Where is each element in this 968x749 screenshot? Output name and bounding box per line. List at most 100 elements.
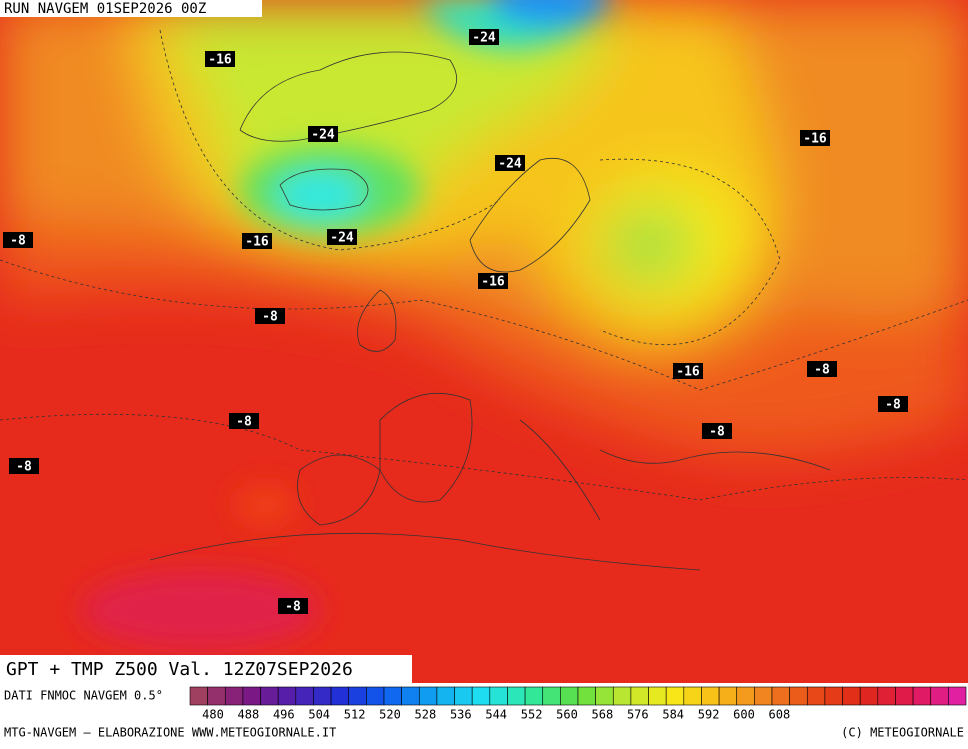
colorbar-tick-label: 600 [733, 708, 755, 722]
colorbar-cell [718, 686, 738, 706]
colorbar-tick-label: 560 [556, 708, 578, 722]
colorbar-cell [648, 686, 667, 706]
colorbar-cell [295, 686, 314, 706]
colorbar-tick-label: 544 [485, 708, 507, 722]
contour-label-box [278, 598, 308, 614]
contour-label-box [469, 29, 499, 45]
contour-label: -16 [803, 132, 827, 147]
colorbar-cell [665, 686, 685, 706]
contour-label-box [495, 155, 525, 171]
colorbar-tick-label: 528 [415, 708, 437, 722]
colorbar-cell [436, 686, 455, 706]
contour-label: -8 [814, 363, 830, 378]
colorbar-cell [507, 686, 526, 706]
colorbar-cell [630, 686, 649, 706]
contour-label: -8 [285, 600, 301, 615]
source-label: DATI FNMOC NAVGEM 0.5° [4, 689, 163, 703]
contour-label: -24 [330, 231, 354, 246]
colorbar-tick-label: 512 [344, 708, 366, 722]
colorbar-cell [912, 686, 932, 706]
contour-label-box [800, 130, 830, 146]
colorbar-cell [542, 686, 561, 706]
colorbar-cell [683, 686, 702, 706]
colorbar-cell [260, 686, 279, 706]
contour-label: -8 [885, 398, 901, 413]
contour-label: -16 [676, 365, 700, 380]
colorbar-cell [277, 686, 297, 706]
colorbar-tick-label: 496 [273, 708, 295, 722]
colorbar-cell [418, 686, 438, 706]
colorbar-cell [789, 686, 808, 706]
contour-label-box [478, 273, 508, 289]
colorbar-tick-label: 608 [769, 708, 791, 722]
isotherms [0, 29, 968, 501]
contour-label-box [205, 51, 235, 67]
contour-label: -8 [16, 460, 32, 475]
colorbar-cell [524, 686, 544, 706]
contour-label-box [327, 229, 357, 245]
contour-label-box [3, 232, 33, 248]
colorbar-cell [313, 686, 332, 706]
colorbar-tick-label: 536 [450, 708, 472, 722]
colorbar-cell [595, 686, 614, 706]
colorbar-cell [612, 686, 632, 706]
colorbar-tick-label: 520 [379, 708, 401, 722]
colorbar-cell [348, 686, 367, 706]
colorbar-cell [930, 686, 949, 706]
colorbar-cell [736, 686, 755, 706]
colorbar-cell [330, 686, 350, 706]
credit-left: MTG-NAVGEM — ELABORAZIONE WWW.METEOGIORN… [4, 726, 336, 740]
colorbar-cell [454, 686, 473, 706]
contour-label: -24 [472, 31, 496, 46]
colorbar-tick-label: 568 [592, 708, 614, 722]
colorbar-cell [948, 686, 967, 706]
colorbar-cell [806, 686, 826, 706]
colorbar-cell [242, 686, 261, 706]
contour-label: -8 [262, 310, 278, 325]
run-label: RUN NAVGEM 01SEP2026 00Z [4, 1, 206, 17]
contour-label: -24 [311, 128, 335, 143]
colorbar-tick-label: 480 [202, 708, 224, 722]
colorbar-tick-label: 592 [698, 708, 720, 722]
contour-label-box [242, 233, 272, 249]
colorbar-cell [842, 686, 861, 706]
colorbar-cell [859, 686, 879, 706]
contour-label-box [807, 361, 837, 377]
valid-title: GPT + TMP Z500 Val. 12Z07SEP2026 [6, 659, 353, 680]
contour-label: -16 [245, 235, 269, 250]
contour-label-box [229, 413, 259, 429]
contour-label: -16 [481, 275, 505, 290]
contour-label: -8 [709, 425, 725, 440]
contour-label-box [878, 396, 908, 412]
credit-right: (C) METEOGIORNALE [841, 726, 964, 740]
colorbar-cell [577, 686, 596, 706]
contour-label-box [673, 363, 703, 379]
colorbar-cell [489, 686, 508, 706]
colorbar-cell [383, 686, 402, 706]
coastlines [149, 51, 831, 571]
colorbar-cell [366, 686, 385, 706]
colorbar-cell [224, 686, 244, 706]
colorbar-cell [560, 686, 579, 706]
colorbar-cell [771, 686, 790, 706]
colorbar-tick-label: 576 [627, 708, 649, 722]
colorbar-tick-label: 504 [308, 708, 330, 722]
contour-label: -16 [208, 53, 232, 68]
colorbar-cell [824, 686, 843, 706]
colorbar-tick-label: 488 [238, 708, 260, 722]
title-box [0, 655, 412, 683]
contour-label: -8 [10, 234, 26, 249]
colorbar-cell [471, 686, 491, 706]
run-box [0, 0, 262, 17]
contour-label-box [255, 308, 285, 324]
colorbar-tick-label: 552 [521, 708, 543, 722]
colorbar-tick-label: 584 [662, 708, 684, 722]
contour-label: -8 [236, 415, 252, 430]
contour-label-box [702, 423, 732, 439]
colorbar-cell [895, 686, 914, 706]
contour-label-box [9, 458, 39, 474]
colorbar-cell [701, 686, 720, 706]
colorbar-cell [401, 686, 420, 706]
contour-label: -24 [498, 157, 522, 172]
